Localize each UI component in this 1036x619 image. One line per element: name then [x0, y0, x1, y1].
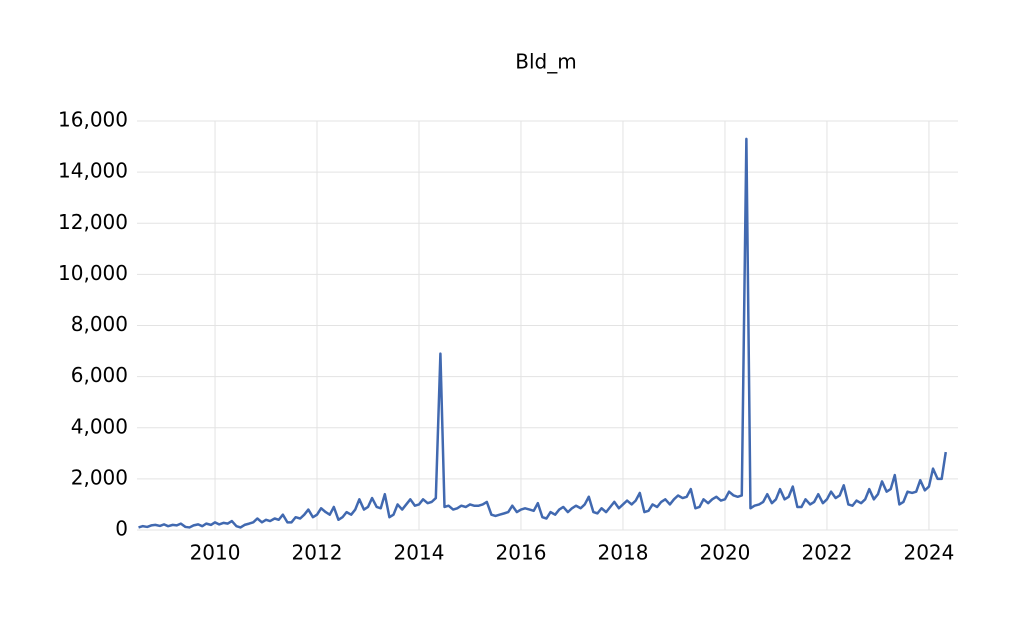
y-tick-label: 16,000 — [58, 108, 128, 132]
y-tick-label: 12,000 — [58, 210, 128, 234]
y-tick-label: 4,000 — [71, 414, 128, 438]
y-tick-label: 8,000 — [71, 312, 128, 336]
y-tick-label: 0 — [115, 517, 128, 541]
x-tick-label: 2012 — [292, 541, 343, 565]
x-tick-label: 2024 — [903, 541, 954, 565]
data-line — [138, 137, 947, 529]
y-tick-label: 10,000 — [58, 261, 128, 285]
chart-title: Bld_m — [515, 50, 576, 74]
y-tick-label: 2,000 — [71, 465, 128, 489]
y-tick-label: 6,000 — [71, 363, 128, 387]
y-tick-label: 14,000 — [58, 159, 128, 183]
x-tick-label: 2010 — [190, 541, 241, 565]
x-tick-label: 2018 — [598, 541, 649, 565]
x-tick-label: 2020 — [700, 541, 751, 565]
x-tick-label: 2014 — [394, 541, 445, 565]
x-tick-label: 2016 — [496, 541, 547, 565]
x-tick-label: 2022 — [801, 541, 852, 565]
